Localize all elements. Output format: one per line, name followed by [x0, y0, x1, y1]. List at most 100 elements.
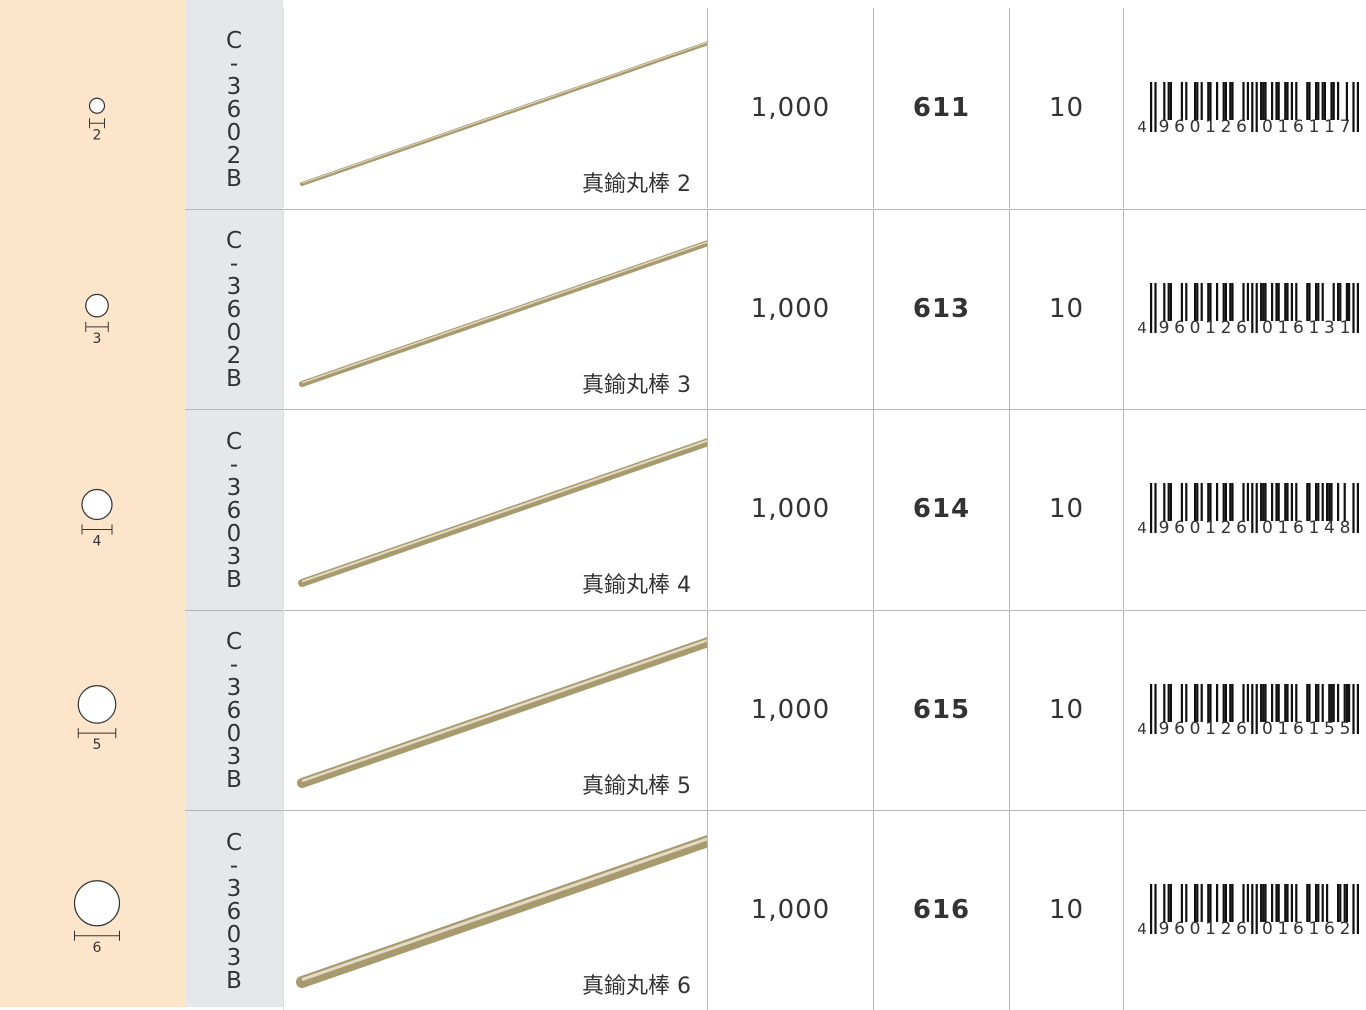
barcode-bar [1231, 683, 1234, 722]
diameter-cell: 5 [0, 610, 185, 810]
barcode-lead: 4 [1137, 118, 1147, 136]
barcode-bar [1154, 282, 1157, 333]
product-name: 真鍮丸棒 6 [582, 974, 691, 999]
barcode-bar [1209, 282, 1212, 321]
length-cell: 1,000 [707, 609, 873, 810]
barcode-bar [1167, 282, 1170, 321]
barcode-bar [1222, 483, 1225, 521]
barcode-bar [1264, 683, 1267, 722]
barcode-bar [1251, 483, 1254, 533]
barcode-bar [1167, 483, 1170, 521]
code-cell: 611 [873, 8, 1009, 208]
quantity: 10 [1048, 694, 1085, 725]
length: 1,000 [750, 93, 831, 123]
barcode-lead: 4 [1137, 920, 1147, 938]
barcode-bar [1196, 282, 1199, 321]
diameter-cell: 3 [0, 209, 185, 409]
barcode-bar [1150, 82, 1153, 132]
product-code: 613 [912, 293, 971, 324]
barcode-bar [1308, 884, 1311, 922]
barcode-bar [1286, 884, 1289, 922]
barcode-bar [1275, 282, 1278, 321]
barcode-bar [1343, 683, 1346, 722]
barcode-bar [1306, 483, 1309, 521]
material-column-bg [185, 0, 283, 1007]
barcode-bar [1328, 683, 1331, 722]
barcode-bar [1348, 282, 1351, 321]
diameter-label: 4 [93, 534, 102, 550]
barcode-bar [1180, 483, 1183, 521]
barcode-bar [1317, 282, 1320, 321]
barcode: 4 960126 016155 [1137, 683, 1359, 739]
barcode-cell: 4 960126 016131 [1123, 208, 1366, 409]
barcode: 4 960126 016131 [1137, 282, 1359, 338]
barcode-bar [1290, 884, 1293, 922]
barcode-bar [1224, 82, 1227, 120]
barcode-bar [1260, 483, 1263, 521]
quantity: 10 [1048, 93, 1085, 123]
rod [299, 239, 708, 387]
barcode-bar [1251, 884, 1254, 934]
barcode-bar [1196, 82, 1199, 120]
barcode-bar [1222, 884, 1225, 922]
rod [298, 437, 708, 587]
barcode-bar [1207, 282, 1210, 321]
barcode-bar [1286, 282, 1289, 321]
barcode-bar [1207, 82, 1210, 120]
barcode: 4 960126 016148 [1137, 483, 1359, 538]
barcode-bar [1290, 683, 1293, 722]
barcode-bar [1229, 282, 1232, 321]
barcode-bar [1246, 683, 1249, 722]
barcode-bar [1216, 483, 1219, 521]
barcode-bar [1154, 483, 1157, 533]
barcode-bar [1169, 282, 1172, 321]
barcode-bar [1154, 683, 1157, 734]
barcode-bar [1246, 483, 1249, 521]
barcode-bar [1196, 683, 1199, 722]
barcode-bar [1169, 683, 1172, 722]
barcode-bar [1229, 683, 1232, 722]
barcode-bar [1275, 483, 1278, 521]
barcode-bar [1242, 683, 1245, 722]
barcode-bar [1185, 683, 1188, 722]
barcode-bar [1163, 483, 1166, 521]
barcode-bar [1295, 483, 1298, 521]
material-code: C-3602B [221, 27, 247, 189]
barcode-bar [1262, 884, 1265, 922]
barcode-bar [1295, 884, 1298, 922]
barcode-bar [1330, 683, 1333, 722]
barcode-bar [1308, 82, 1311, 120]
barcode-bar [1251, 82, 1254, 132]
material-cell: C-3603B [185, 810, 283, 1010]
length-cell: 1,000 [707, 208, 873, 409]
barcode-bar [1330, 82, 1333, 120]
barcode-bar [1339, 282, 1342, 321]
barcode-bar [1306, 884, 1309, 922]
barcode-bar [1356, 282, 1359, 333]
barcode-bar [1315, 82, 1318, 120]
barcode-bar [1264, 82, 1267, 120]
diameter-circle [88, 97, 106, 114]
barcode-bar [1317, 683, 1320, 722]
barcode-bar [1229, 483, 1232, 521]
barcode-bar [1185, 483, 1188, 521]
code-cell: 616 [873, 810, 1009, 1010]
diameter-circle [73, 880, 121, 927]
barcode-bar [1295, 282, 1298, 321]
barcode-bar [1352, 683, 1355, 734]
barcode-bar [1167, 82, 1170, 120]
length-cell: 1,000 [707, 409, 873, 609]
barcode-bar [1180, 282, 1183, 321]
product-row: 6 C-3603B 真鍮丸棒 6 1,000 616 10 4 960126 016162 [0, 810, 1366, 1010]
diameter-icon: 4 [81, 488, 113, 550]
length-cell: 1,000 [707, 8, 873, 208]
qty-cell: 10 [1009, 208, 1123, 409]
material-code: C-3603B [221, 428, 247, 590]
qty-cell: 10 [1009, 409, 1123, 609]
rod [297, 636, 708, 788]
barcode-bar [1343, 483, 1346, 521]
barcode-bar [1337, 483, 1340, 521]
barcode-bar [1277, 683, 1280, 722]
barcode-bar [1315, 884, 1318, 922]
barcode-bar [1251, 282, 1254, 333]
